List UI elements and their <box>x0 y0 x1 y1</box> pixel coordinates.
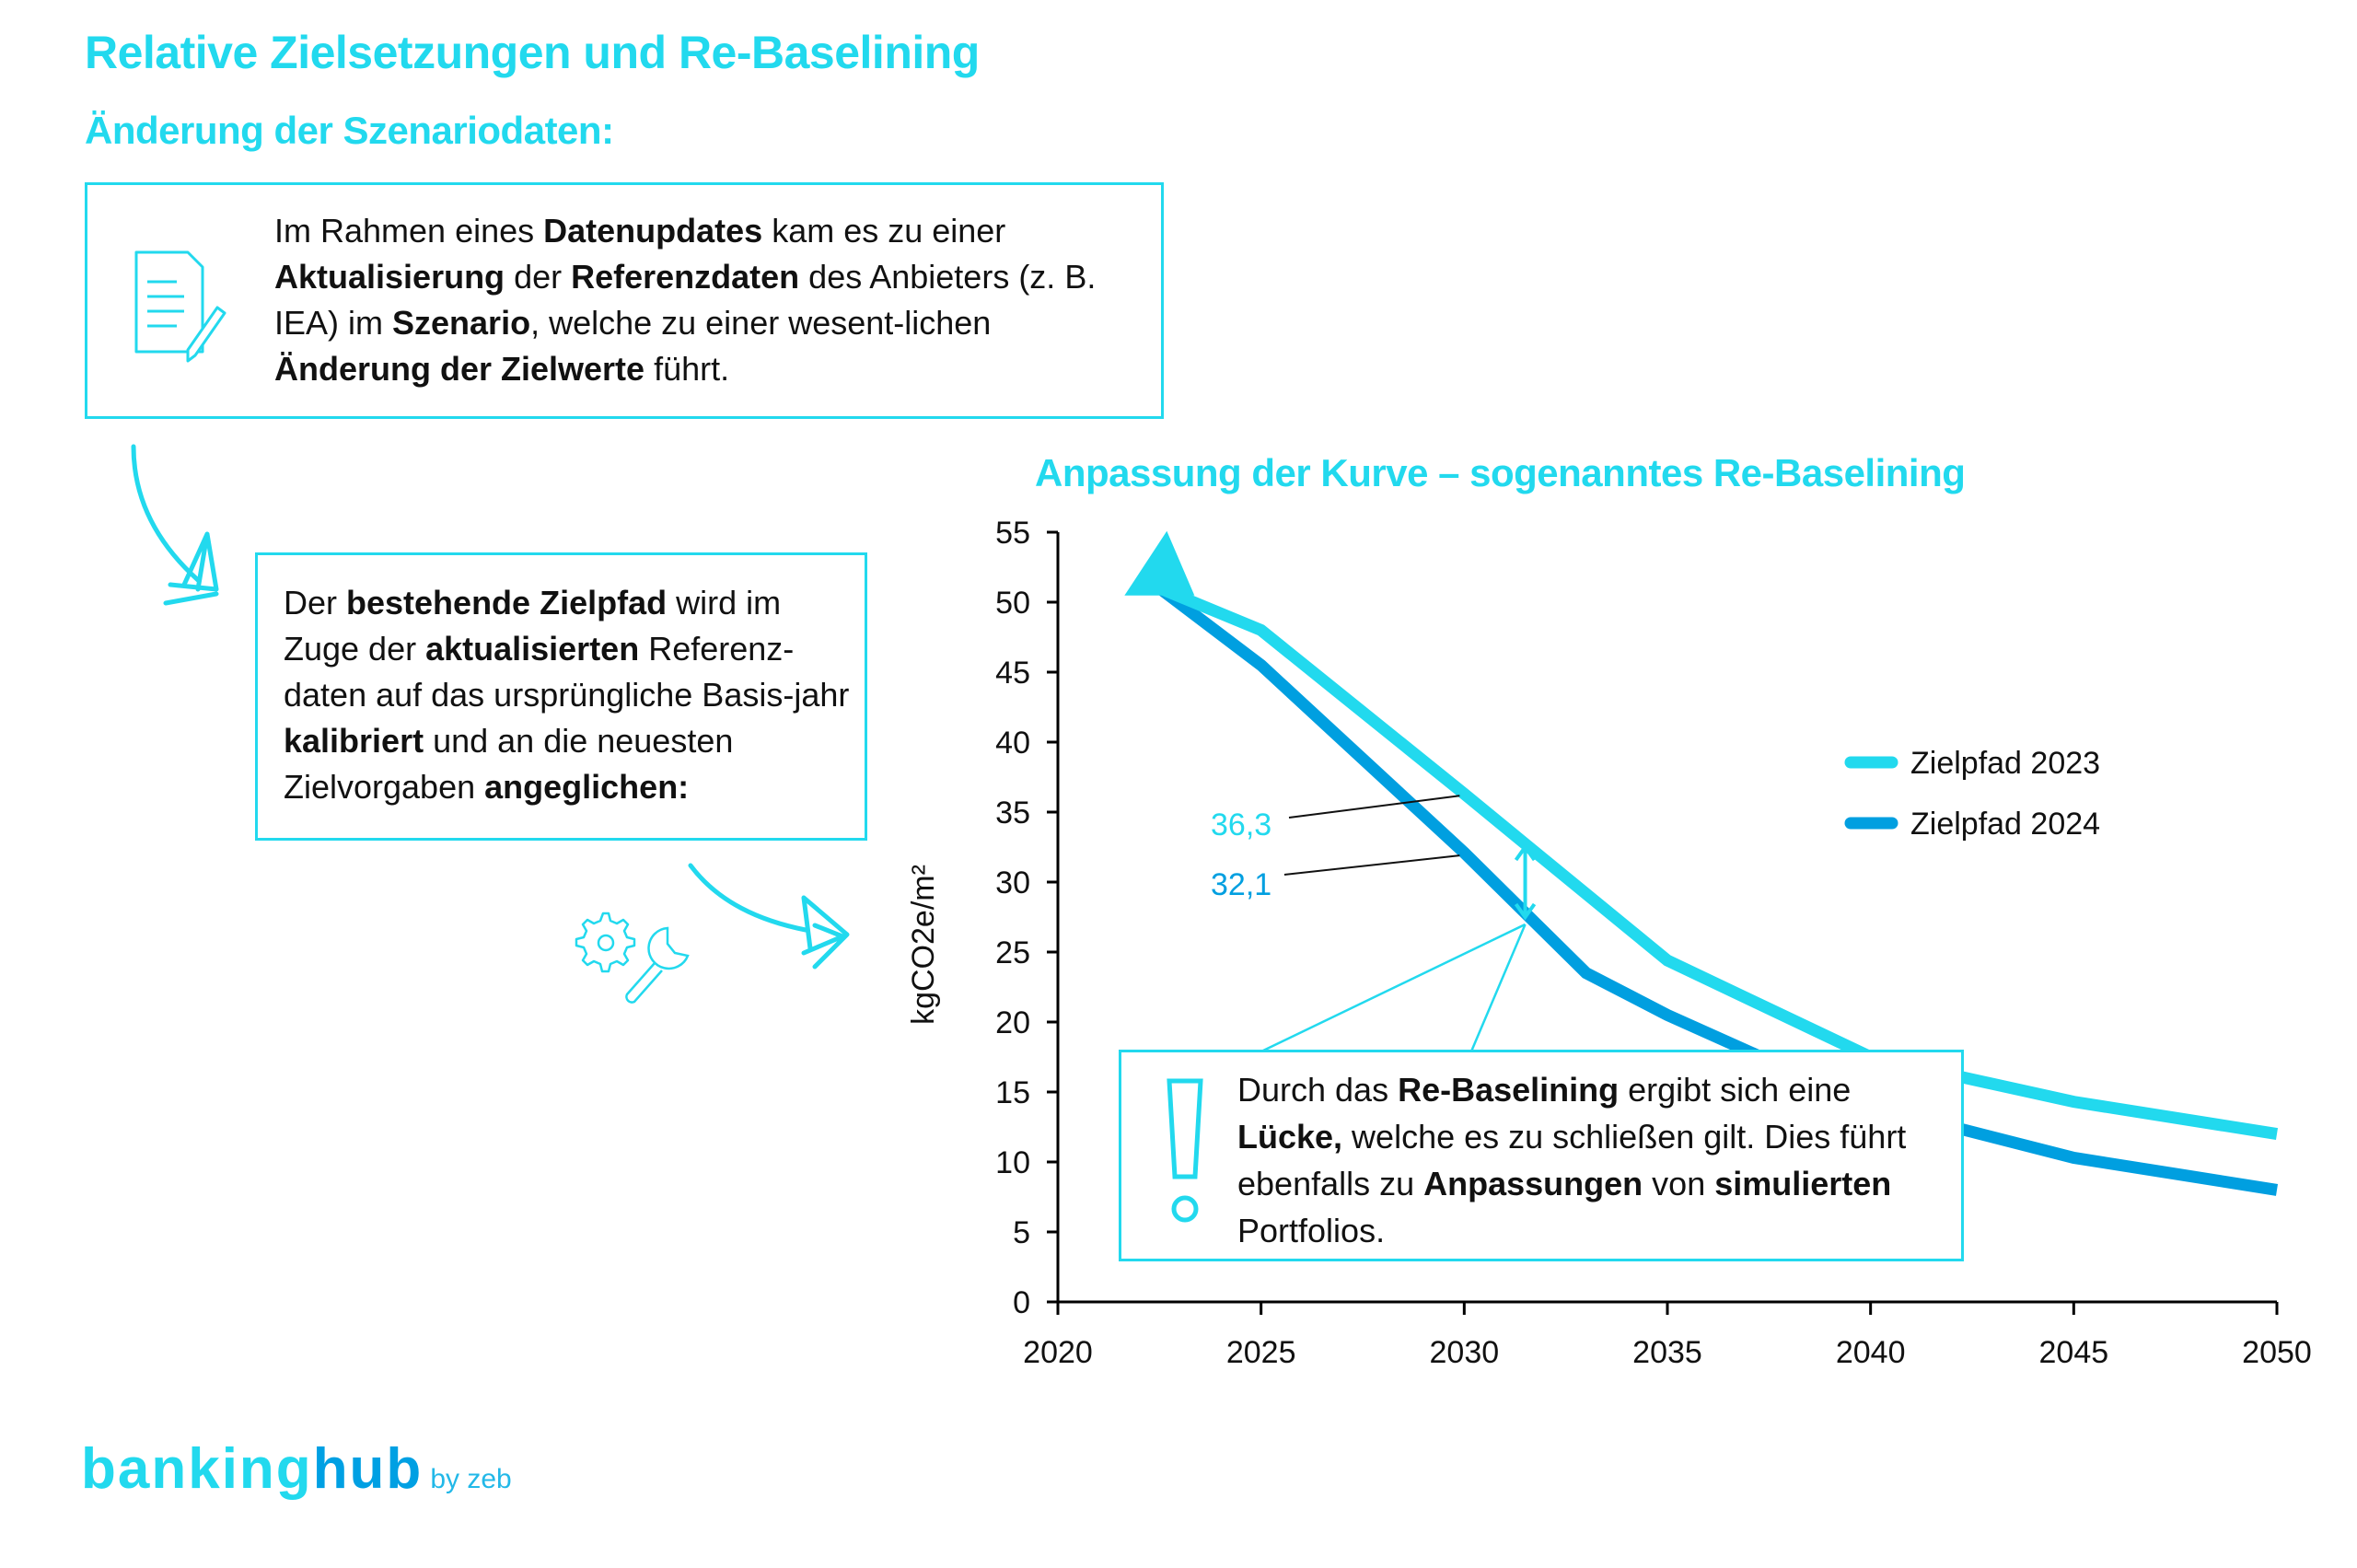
body-text: , welche zu einer wesent-lichen <box>530 304 992 342</box>
annotation-label: 32,1 <box>1211 867 1271 902</box>
legend-label: Zielpfad 2024 <box>1910 807 2100 842</box>
x-tick-label: 2030 <box>1430 1335 1500 1370</box>
emphasis-text: Aktualisierung <box>274 258 505 296</box>
brand-logo: bankinghub by zeb <box>81 1436 512 1502</box>
page-title: Relative Zielsetzungen und Re-Baselining <box>85 27 980 78</box>
callout-pointer <box>1469 923 1527 1052</box>
body-text: wird im Zuge der <box>284 584 782 668</box>
body-text: Referenz-daten auf das ursprüngliche Bas… <box>284 630 850 714</box>
emphasis-text: simulierten <box>1714 1165 1892 1202</box>
body-text: Portfolios. <box>1237 1212 1386 1249</box>
emphasis-text: aktualisierten <box>425 630 640 668</box>
body-text: führt. <box>644 350 730 388</box>
emphasis-text: bestehende Zielpfad <box>346 584 668 621</box>
annotation-leader <box>1288 795 1460 819</box>
exclamation-icon <box>1167 1078 1203 1223</box>
scenario-change-box: Im Rahmen eines Datenupdates kam es zu e… <box>85 182 1164 419</box>
legend-label: Zielpfad 2023 <box>1910 746 2100 781</box>
y-tick-label: 40 <box>995 726 1030 761</box>
body-text: von <box>1643 1165 1715 1202</box>
emphasis-text: Änderung der Zielwerte <box>274 350 645 388</box>
chart-title: Anpassung der Kurve – sogenanntes Re-Bas… <box>1035 451 1966 494</box>
x-tick-label: 2025 <box>1226 1335 1296 1370</box>
emphasis-text: Re-Baselining <box>1398 1071 1620 1109</box>
y-tick-label: 50 <box>995 586 1030 621</box>
body-text: und an die neuesten Zielvorgaben <box>284 722 734 806</box>
start-triangle-marker <box>1124 530 1195 596</box>
x-tick-label: 2020 <box>1023 1335 1093 1370</box>
hand-drawn-arrow-icon <box>131 444 219 606</box>
x-tick-label: 2035 <box>1632 1335 1702 1370</box>
body-text: welche es zu schließen gilt. Dies führt … <box>1237 1118 1907 1202</box>
y-tick-label: 20 <box>995 1005 1030 1040</box>
body-text: kam es zu einer <box>762 212 1006 250</box>
gap-arrow-head <box>1514 902 1537 921</box>
body-text: Durch das <box>1237 1071 1399 1109</box>
logo-byzeb: by zeb <box>430 1464 512 1494</box>
logo-banking: banking <box>81 1437 313 1501</box>
x-tick-label: 2040 <box>1836 1335 1906 1370</box>
emphasis-text: Referenzdaten <box>571 258 800 296</box>
annotation-label: 36,3 <box>1211 807 1271 842</box>
body-text: ergibt sich eine <box>1619 1071 1852 1109</box>
body-text: Der <box>284 584 347 621</box>
emphasis-text: kalibriert <box>284 722 424 760</box>
body-text: Im Rahmen eines <box>274 212 544 250</box>
body-text: des Anbieters (z. B. IEA) im <box>274 258 1097 342</box>
hand-drawn-arrow-icon <box>688 863 850 970</box>
y-tick-label: 30 <box>995 865 1030 900</box>
y-tick-label: 35 <box>995 796 1030 830</box>
series-line-zielpfad-2023 <box>1156 582 2279 1141</box>
y-axis-label: kgCO2e/m² <box>906 865 941 1025</box>
gear-wrench-icon <box>575 912 690 1004</box>
callout-pointer <box>1260 923 1527 1053</box>
y-tick-label: 15 <box>995 1075 1030 1110</box>
y-tick-label: 45 <box>995 656 1030 691</box>
scenario-change-text: Im Rahmen eines Datenupdates kam es zu e… <box>274 208 1140 392</box>
body-text: der <box>505 258 572 296</box>
document-pencil-icon <box>134 250 226 363</box>
y-tick-label: 5 <box>1013 1215 1030 1250</box>
emphasis-text: Datenupdates <box>543 212 763 250</box>
y-tick-label: 25 <box>995 935 1030 970</box>
x-tick-label: 2050 <box>2242 1335 2312 1370</box>
gap-info-box: Durch das Re-Baselining ergibt sich eine… <box>1119 1050 1964 1261</box>
emphasis-text: Lücke, <box>1237 1118 1343 1156</box>
logo-hub: hub <box>312 1437 424 1501</box>
recalibration-box: Der bestehende Zielpfad wird im Zuge der… <box>255 552 867 841</box>
annotation-leader <box>1283 854 1460 876</box>
series-line-zielpfad-2024 <box>1155 583 2279 1196</box>
y-tick-label: 10 <box>995 1145 1030 1180</box>
y-tick-label: 55 <box>995 516 1030 551</box>
emphasis-text: Anpassungen <box>1423 1165 1643 1202</box>
gap-info-text: Durch das Re-Baselining ergibt sich eine… <box>1237 1066 1956 1254</box>
section-subtitle: Änderung der Szenariodaten: <box>85 109 614 152</box>
emphasis-text: Szenario <box>392 304 531 342</box>
y-tick-label: 0 <box>1013 1285 1030 1320</box>
x-tick-label: 2045 <box>2039 1335 2109 1370</box>
recalibration-text: Der bestehende Zielpfad wird im Zuge der… <box>284 580 854 810</box>
emphasis-text: angeglichen: <box>484 768 690 806</box>
gap-arrow-head <box>1514 843 1537 862</box>
